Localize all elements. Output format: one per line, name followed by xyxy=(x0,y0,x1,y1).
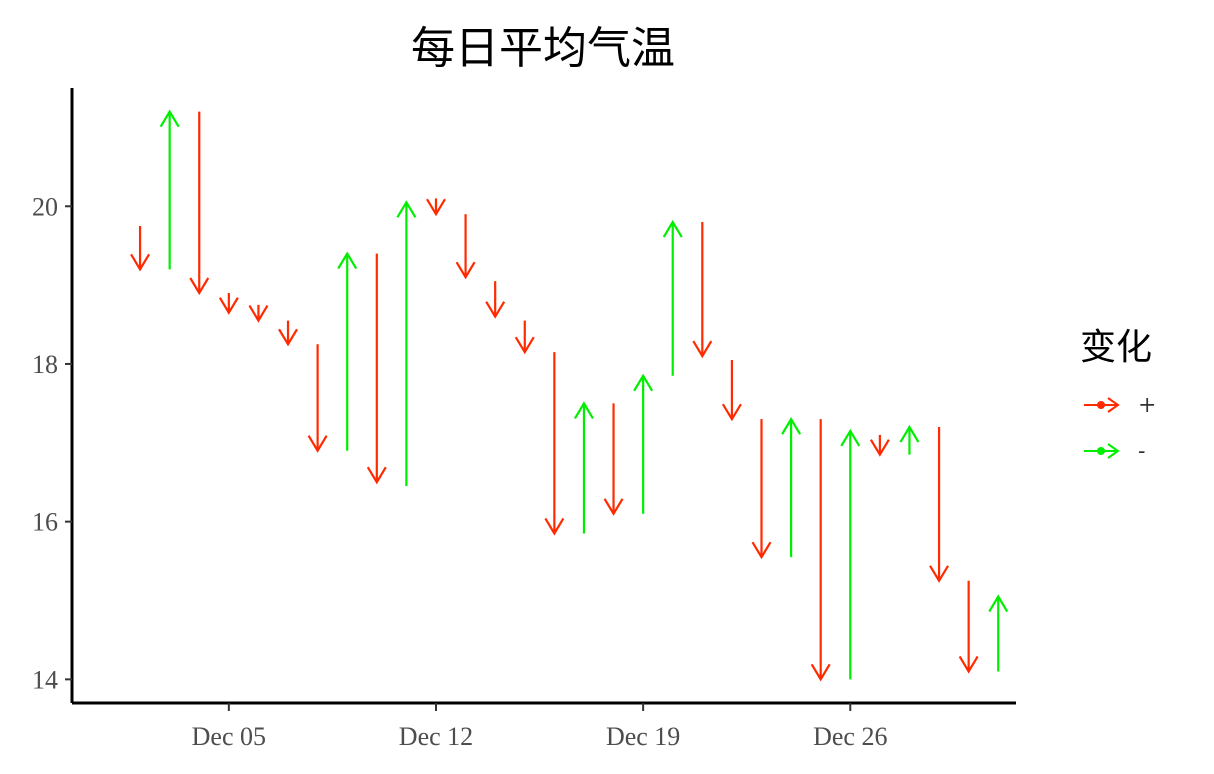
change-arrow-head xyxy=(810,663,831,682)
x-tick-label: Dec 26 xyxy=(813,722,887,751)
change-arrow-head xyxy=(662,219,683,238)
legend-title: 变化 xyxy=(1080,327,1153,368)
change-arrow-head xyxy=(721,403,742,422)
change-arrow-head xyxy=(218,297,239,315)
legend-key-minus-arrow-icon xyxy=(1084,443,1120,459)
change-arrow-head xyxy=(958,655,979,674)
change-arrow-head xyxy=(337,251,358,270)
x-tick-label: Dec 19 xyxy=(606,722,680,751)
change-arrow-head xyxy=(426,198,446,217)
y-tick-label: 20 xyxy=(32,192,58,221)
change-arrow-head xyxy=(130,253,151,272)
change-arrow-head xyxy=(840,428,861,447)
change-arrow-head xyxy=(899,424,920,443)
change-arrow-head xyxy=(485,301,506,319)
change-arrow-head xyxy=(869,439,890,457)
legend: 变化 + - xyxy=(1080,318,1200,474)
change-arrow-head xyxy=(366,466,387,485)
chart-title: 每日平均气温 xyxy=(411,23,675,74)
change-arrow-head xyxy=(307,435,328,453)
x-tick-label: Dec 05 xyxy=(192,722,266,751)
y-tick-label: 16 xyxy=(32,508,58,537)
change-arrow-head xyxy=(248,305,269,323)
change-arrow-head xyxy=(633,373,654,392)
change-arrow-head xyxy=(396,200,417,218)
change-arrow-head xyxy=(692,340,713,359)
x-tick-label: Dec 12 xyxy=(399,722,473,751)
change-arrow-head xyxy=(929,565,950,583)
y-tick-label: 18 xyxy=(32,350,58,379)
legend-item-minus: - xyxy=(1080,428,1200,474)
legend-label-plus: + xyxy=(1138,392,1157,418)
change-arrow-head xyxy=(514,336,535,355)
change-arrow-head xyxy=(189,277,210,296)
y-tick-label: 14 xyxy=(32,665,58,694)
change-arrow-head xyxy=(455,261,476,280)
change-arrow-head xyxy=(574,401,594,419)
change-arrow-head xyxy=(278,328,298,347)
legend-key-plus-arrow-icon xyxy=(1084,397,1120,413)
change-arrow-head xyxy=(544,517,565,536)
change-arrow-head xyxy=(159,109,180,128)
change-arrow-head xyxy=(781,417,802,435)
legend-item-plus: + xyxy=(1080,382,1200,428)
legend-label-minus: - xyxy=(1138,438,1146,464)
change-arrow-head xyxy=(603,498,624,516)
change-arrow-head xyxy=(751,541,772,560)
change-arrow-head xyxy=(988,594,1009,613)
